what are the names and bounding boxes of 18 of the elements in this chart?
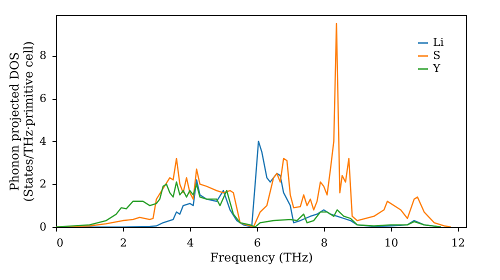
x-tick-label: 8 <box>320 236 328 250</box>
legend-label: Y <box>432 62 441 75</box>
x-tick-label: 4 <box>186 236 194 250</box>
y-tick-label: 4 <box>40 134 46 148</box>
x-tick-label: 2 <box>120 236 127 250</box>
line-series <box>56 181 442 227</box>
y-tick-label: 6 <box>40 92 46 106</box>
y-tick-label: 2 <box>40 178 46 191</box>
y-tick-label: 0 <box>40 220 46 234</box>
x-tick-label: 0 <box>56 236 64 250</box>
x-tick-label: 12 <box>451 236 466 250</box>
x-tick-label: 10 <box>384 236 398 250</box>
y-axis-title: Phonon projected DOS (States/THz·primitive cell) <box>8 41 36 202</box>
legend-label: Li <box>433 36 444 49</box>
y-tick-label: 8 <box>40 49 46 62</box>
x-tick-label: 6 <box>254 236 261 250</box>
x-axis-title: Frequency (THz) <box>210 250 313 264</box>
legend-label: S <box>433 49 441 62</box>
